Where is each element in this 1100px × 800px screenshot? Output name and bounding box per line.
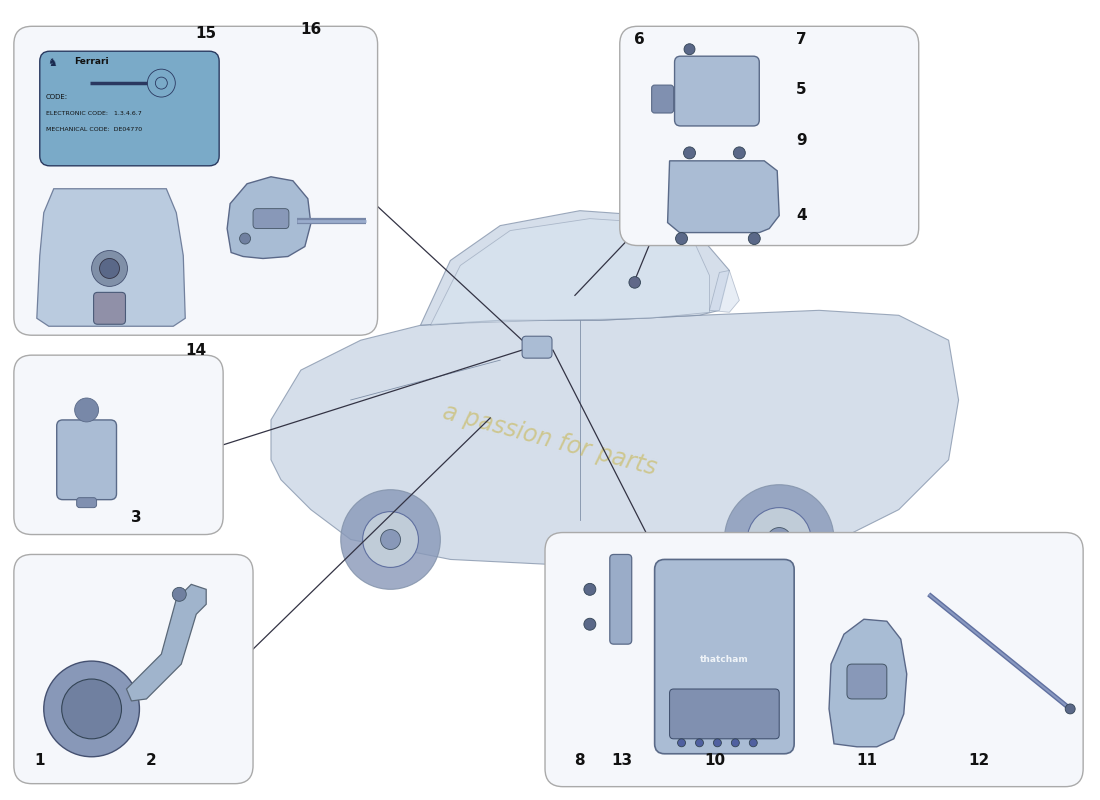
Text: 16: 16 [300,22,321,37]
FancyBboxPatch shape [847,664,887,699]
FancyBboxPatch shape [94,292,125,324]
Circle shape [91,250,128,286]
Circle shape [584,583,596,595]
Text: 2: 2 [146,754,157,768]
Circle shape [44,661,140,757]
Circle shape [725,485,834,594]
Polygon shape [710,270,739,312]
FancyBboxPatch shape [522,336,552,358]
Polygon shape [668,161,779,233]
FancyBboxPatch shape [253,209,289,229]
Circle shape [240,233,251,244]
Text: ELECTRONIC CODE:   1.3.4.6.7: ELECTRONIC CODE: 1.3.4.6.7 [46,111,142,117]
Circle shape [714,739,722,746]
Text: a passion for parts: a passion for parts [440,400,660,480]
Circle shape [749,739,757,746]
Circle shape [100,258,120,278]
FancyBboxPatch shape [609,554,631,644]
Text: ♞: ♞ [46,58,57,68]
Circle shape [734,147,746,159]
Circle shape [147,69,175,97]
Polygon shape [227,177,311,258]
FancyBboxPatch shape [654,559,794,754]
Circle shape [363,512,418,567]
Circle shape [75,398,99,422]
FancyBboxPatch shape [14,355,223,534]
Circle shape [584,618,596,630]
Circle shape [683,147,695,159]
Polygon shape [430,218,710,326]
FancyBboxPatch shape [674,56,759,126]
Circle shape [62,679,121,739]
Circle shape [695,739,704,746]
Polygon shape [271,310,958,565]
Circle shape [173,587,186,602]
Text: 7: 7 [795,32,806,46]
Text: 12: 12 [968,754,989,768]
Text: 5: 5 [795,82,806,97]
Text: 8: 8 [574,754,585,768]
Text: 13: 13 [612,754,632,768]
Text: 3: 3 [131,510,142,525]
Circle shape [732,739,739,746]
Polygon shape [126,584,206,701]
FancyBboxPatch shape [651,85,673,113]
Circle shape [381,530,400,550]
Text: 6: 6 [635,32,645,46]
FancyBboxPatch shape [544,533,1084,786]
FancyBboxPatch shape [14,26,377,335]
Polygon shape [829,619,906,746]
Text: Ferrari: Ferrari [74,57,108,66]
Circle shape [1065,704,1075,714]
FancyBboxPatch shape [77,498,97,508]
Polygon shape [36,189,185,326]
Text: thatcham: thatcham [700,654,749,663]
Text: 11: 11 [857,754,878,768]
Circle shape [767,527,791,551]
Circle shape [748,233,760,245]
Polygon shape [420,210,729,326]
Text: 4: 4 [795,208,806,223]
FancyBboxPatch shape [40,51,219,166]
Text: 1: 1 [34,754,45,768]
FancyBboxPatch shape [57,420,117,500]
Circle shape [684,44,695,54]
Circle shape [341,490,440,590]
FancyBboxPatch shape [619,26,918,246]
Text: 15: 15 [196,26,217,41]
Text: CODE:: CODE: [46,94,68,100]
Text: 9: 9 [795,134,806,149]
FancyBboxPatch shape [14,554,253,784]
Circle shape [629,277,640,288]
Circle shape [678,739,685,746]
Text: MECHANICAL CODE:  DE04770: MECHANICAL CODE: DE04770 [46,127,142,133]
Text: 14: 14 [186,342,207,358]
Text: 10: 10 [704,754,725,768]
FancyBboxPatch shape [670,689,779,739]
Circle shape [675,233,688,245]
Circle shape [747,508,811,571]
